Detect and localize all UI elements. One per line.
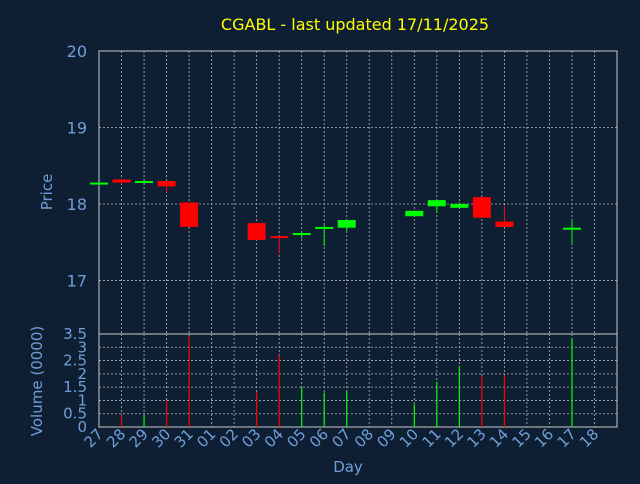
price-tick-label: 18 [67, 195, 87, 214]
volume-frame [98, 333, 618, 428]
volume-panel: 3.532.521.510.50 [63, 325, 618, 436]
price-frame [98, 50, 618, 335]
candle-body [157, 181, 176, 187]
price-tick-label: 17 [67, 271, 87, 290]
candle-body [427, 200, 446, 207]
candle-body [315, 226, 334, 229]
candle-body [135, 181, 154, 184]
chart-title: CGABL - last updated 17/11/2025 [221, 15, 489, 34]
candle-body [270, 236, 289, 239]
candle-body [292, 233, 311, 236]
price-axis-label: Price [38, 174, 56, 211]
candle-body [472, 197, 491, 218]
volume-tick-label: 0.5 [63, 405, 87, 423]
volume-tick-label: 1 [77, 391, 87, 409]
day-axis-label: Day [333, 458, 363, 476]
candle-body [112, 179, 131, 183]
candle-body [247, 223, 266, 240]
price-panel: 20 19 18 17 [67, 42, 618, 335]
candle-body [495, 221, 514, 227]
candle-body [450, 203, 469, 208]
price-tick-label: 20 [67, 42, 87, 61]
volume-tick-label: 2.5 [63, 352, 87, 370]
candle-body [180, 202, 199, 227]
candle-body [405, 210, 424, 217]
volume-tick-label: 0 [77, 418, 87, 436]
candle-body [337, 220, 356, 228]
volume-axis-label: Volume (0000) [28, 326, 46, 436]
volume-tick-label: 3 [77, 338, 87, 356]
day-tick-label: 18 [576, 425, 602, 451]
candle-body [562, 227, 581, 230]
volume-tick-label: 2 [77, 365, 87, 383]
day-axis: 2728293031010203040506070809101112131415… [81, 425, 603, 451]
price-tick-label: 19 [67, 118, 87, 137]
volume-tick-label: 1.5 [63, 378, 87, 396]
candle-body [90, 182, 108, 185]
volume-tick-label: 3.5 [63, 325, 87, 343]
